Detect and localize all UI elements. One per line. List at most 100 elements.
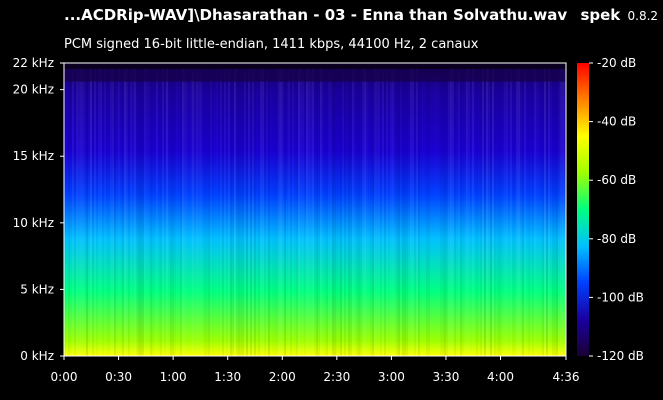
texture-stripe [234, 63, 236, 356]
x-tick-label: 1:30 [214, 370, 241, 384]
colorbar-tick-label: -100 dB [597, 290, 644, 304]
audio-info: PCM signed 16-bit little-endian, 1411 kb… [64, 37, 479, 52]
texture-stripe [224, 63, 226, 356]
texture-stripe [478, 63, 480, 356]
texture-stripe [240, 63, 242, 356]
texture-stripe [186, 63, 188, 356]
texture-stripe [236, 63, 238, 356]
texture-stripe [430, 63, 432, 356]
texture-stripe [258, 63, 260, 356]
x-tick-label: 2:00 [269, 370, 296, 384]
texture-stripe [314, 63, 316, 356]
texture-stripe [390, 63, 392, 356]
texture-stripe [300, 63, 302, 356]
texture-stripe [184, 63, 186, 356]
texture-stripe [212, 63, 214, 356]
texture-stripe [474, 63, 476, 356]
texture-stripe [226, 63, 228, 356]
texture-stripe [280, 63, 282, 356]
texture-stripe [220, 63, 222, 356]
texture-stripe [376, 63, 378, 356]
texture-stripe [76, 63, 78, 356]
texture-stripe [362, 63, 364, 356]
texture-stripe [306, 63, 308, 356]
texture-stripe [250, 63, 252, 356]
texture-stripe [110, 63, 112, 356]
texture-stripe [540, 63, 542, 356]
texture-stripe [518, 63, 520, 356]
texture-stripe [108, 63, 110, 356]
texture-stripe [488, 63, 490, 356]
texture-stripe [460, 63, 462, 356]
texture-stripe [550, 63, 552, 356]
texture-stripe [78, 63, 80, 356]
spectrogram-image [64, 63, 566, 356]
texture-stripe [552, 63, 554, 356]
texture-stripe [164, 63, 166, 356]
colorbar-tick-label: -120 dB [597, 349, 644, 363]
texture-stripe [492, 63, 494, 356]
texture-stripe [486, 63, 488, 356]
nyquist-band [64, 63, 566, 69]
texture-stripe [96, 63, 98, 356]
texture-stripe [498, 63, 500, 356]
texture-stripe [354, 63, 356, 356]
texture-stripe [274, 63, 276, 356]
y-tick-label: 20 kHz [13, 83, 54, 97]
texture-stripe [242, 63, 244, 356]
texture-stripe [428, 63, 430, 356]
texture-stripe [172, 63, 174, 356]
texture-stripe [124, 63, 126, 356]
texture-stripe [522, 63, 524, 356]
texture-stripe [296, 63, 298, 356]
texture-stripe [230, 63, 232, 356]
texture-stripe [544, 63, 546, 356]
texture-stripe [320, 63, 322, 356]
texture-stripe [538, 63, 540, 356]
texture-stripe [466, 63, 468, 356]
texture-stripe [118, 63, 120, 356]
texture-stripe [358, 63, 360, 356]
texture-stripe [178, 63, 180, 356]
texture-stripe [278, 63, 280, 356]
texture-stripe [66, 63, 68, 356]
texture-stripe [144, 63, 146, 356]
texture-stripe [244, 63, 246, 356]
texture-stripe [356, 63, 358, 356]
texture-stripe [170, 63, 172, 356]
texture-stripe [378, 63, 380, 356]
texture-stripe [180, 63, 182, 356]
texture-stripe [444, 63, 446, 356]
texture-stripe [84, 63, 86, 356]
texture-stripe [174, 63, 176, 356]
colorbar-tick-label: -60 dB [597, 173, 636, 187]
texture-stripe [340, 63, 342, 356]
colorbar-tick-label: -80 dB [597, 232, 636, 246]
texture-stripe [380, 63, 382, 356]
texture-stripe [116, 63, 118, 356]
texture-stripe [456, 63, 458, 356]
texture-stripe [328, 63, 330, 356]
texture-stripe [548, 63, 550, 356]
texture-stripe [290, 63, 292, 356]
texture-stripe [238, 63, 240, 356]
texture-stripe [270, 63, 272, 356]
texture-stripe [102, 63, 104, 356]
texture-stripe [210, 63, 212, 356]
texture-stripe [80, 63, 82, 356]
y-tick-label: 15 kHz [13, 149, 54, 163]
texture-stripe [384, 63, 386, 356]
texture-stripe [294, 63, 296, 356]
texture-stripe [350, 63, 352, 356]
texture-stripe [480, 63, 482, 356]
texture-stripe [500, 63, 502, 356]
texture-stripe [322, 63, 324, 356]
texture-stripe [166, 63, 168, 356]
texture-stripe [410, 63, 412, 356]
texture-stripe [70, 63, 72, 356]
texture-stripe [468, 63, 470, 356]
texture-stripe [92, 63, 94, 356]
texture-stripe [112, 63, 114, 356]
texture-stripe [394, 63, 396, 356]
